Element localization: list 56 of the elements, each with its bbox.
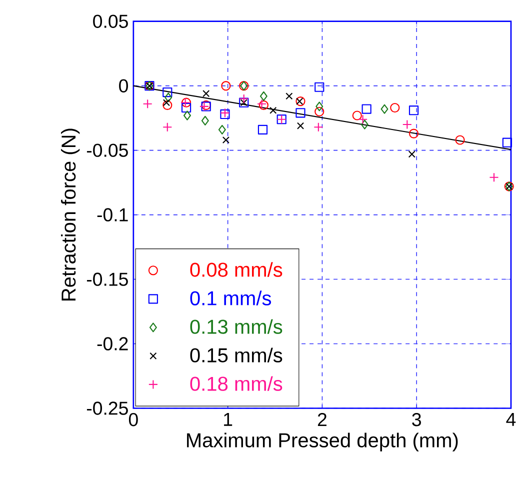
point <box>352 110 362 120</box>
point <box>162 100 172 110</box>
y-tick-label: -0.1 <box>97 208 128 222</box>
legend-label: 0.1 mm/s <box>190 290 272 306</box>
point <box>408 106 419 116</box>
point <box>221 81 231 91</box>
point <box>502 138 512 148</box>
point <box>402 120 412 130</box>
y-tick-label: 0 <box>119 79 128 93</box>
y-tick-label: 0.05 <box>93 14 128 28</box>
point <box>164 92 172 102</box>
y-tick-label: -0.2 <box>97 337 128 351</box>
point <box>142 99 152 109</box>
point <box>408 150 416 158</box>
point <box>360 120 368 130</box>
point <box>362 104 372 114</box>
point <box>314 82 324 92</box>
point <box>314 106 324 117</box>
point <box>201 116 209 126</box>
x-tick-label: 2 <box>318 413 326 426</box>
point <box>183 110 191 120</box>
x-tick-label: 0 <box>128 413 138 426</box>
y-tick-label: -0.15 <box>86 272 128 286</box>
point <box>162 99 170 106</box>
point <box>162 88 172 98</box>
y-axis-title: Retraction force (N) <box>60 128 80 301</box>
point <box>181 103 192 113</box>
point <box>296 108 306 118</box>
point <box>162 122 172 132</box>
point <box>380 104 388 114</box>
point <box>258 125 268 135</box>
point <box>222 136 230 144</box>
point <box>408 128 419 139</box>
point <box>296 122 304 130</box>
x-tick-label: 4 <box>506 413 516 426</box>
point <box>202 90 210 98</box>
x-tick-label: 1 <box>224 413 232 426</box>
legend-label: 0.08 mm/s <box>190 262 282 278</box>
x-axis-title: Maximum Pressed depth (mm) <box>187 432 458 452</box>
legend-label: 0.13 mm/s <box>190 319 282 334</box>
point <box>218 125 226 135</box>
point <box>270 106 277 114</box>
point <box>260 92 268 102</box>
y-tick-label: -0.25 <box>86 402 128 416</box>
point <box>489 172 499 182</box>
point <box>455 135 465 145</box>
legend-label: 0.15 mm/s <box>190 348 282 363</box>
point <box>358 114 368 124</box>
x-tick-label: 3 <box>412 413 421 426</box>
point <box>286 92 293 100</box>
y-tick-label: -0.05 <box>86 144 128 158</box>
point <box>390 103 400 113</box>
legend-label: 0.18 mm/s <box>190 376 282 392</box>
point <box>314 122 324 132</box>
point <box>239 94 249 104</box>
point <box>316 102 324 112</box>
